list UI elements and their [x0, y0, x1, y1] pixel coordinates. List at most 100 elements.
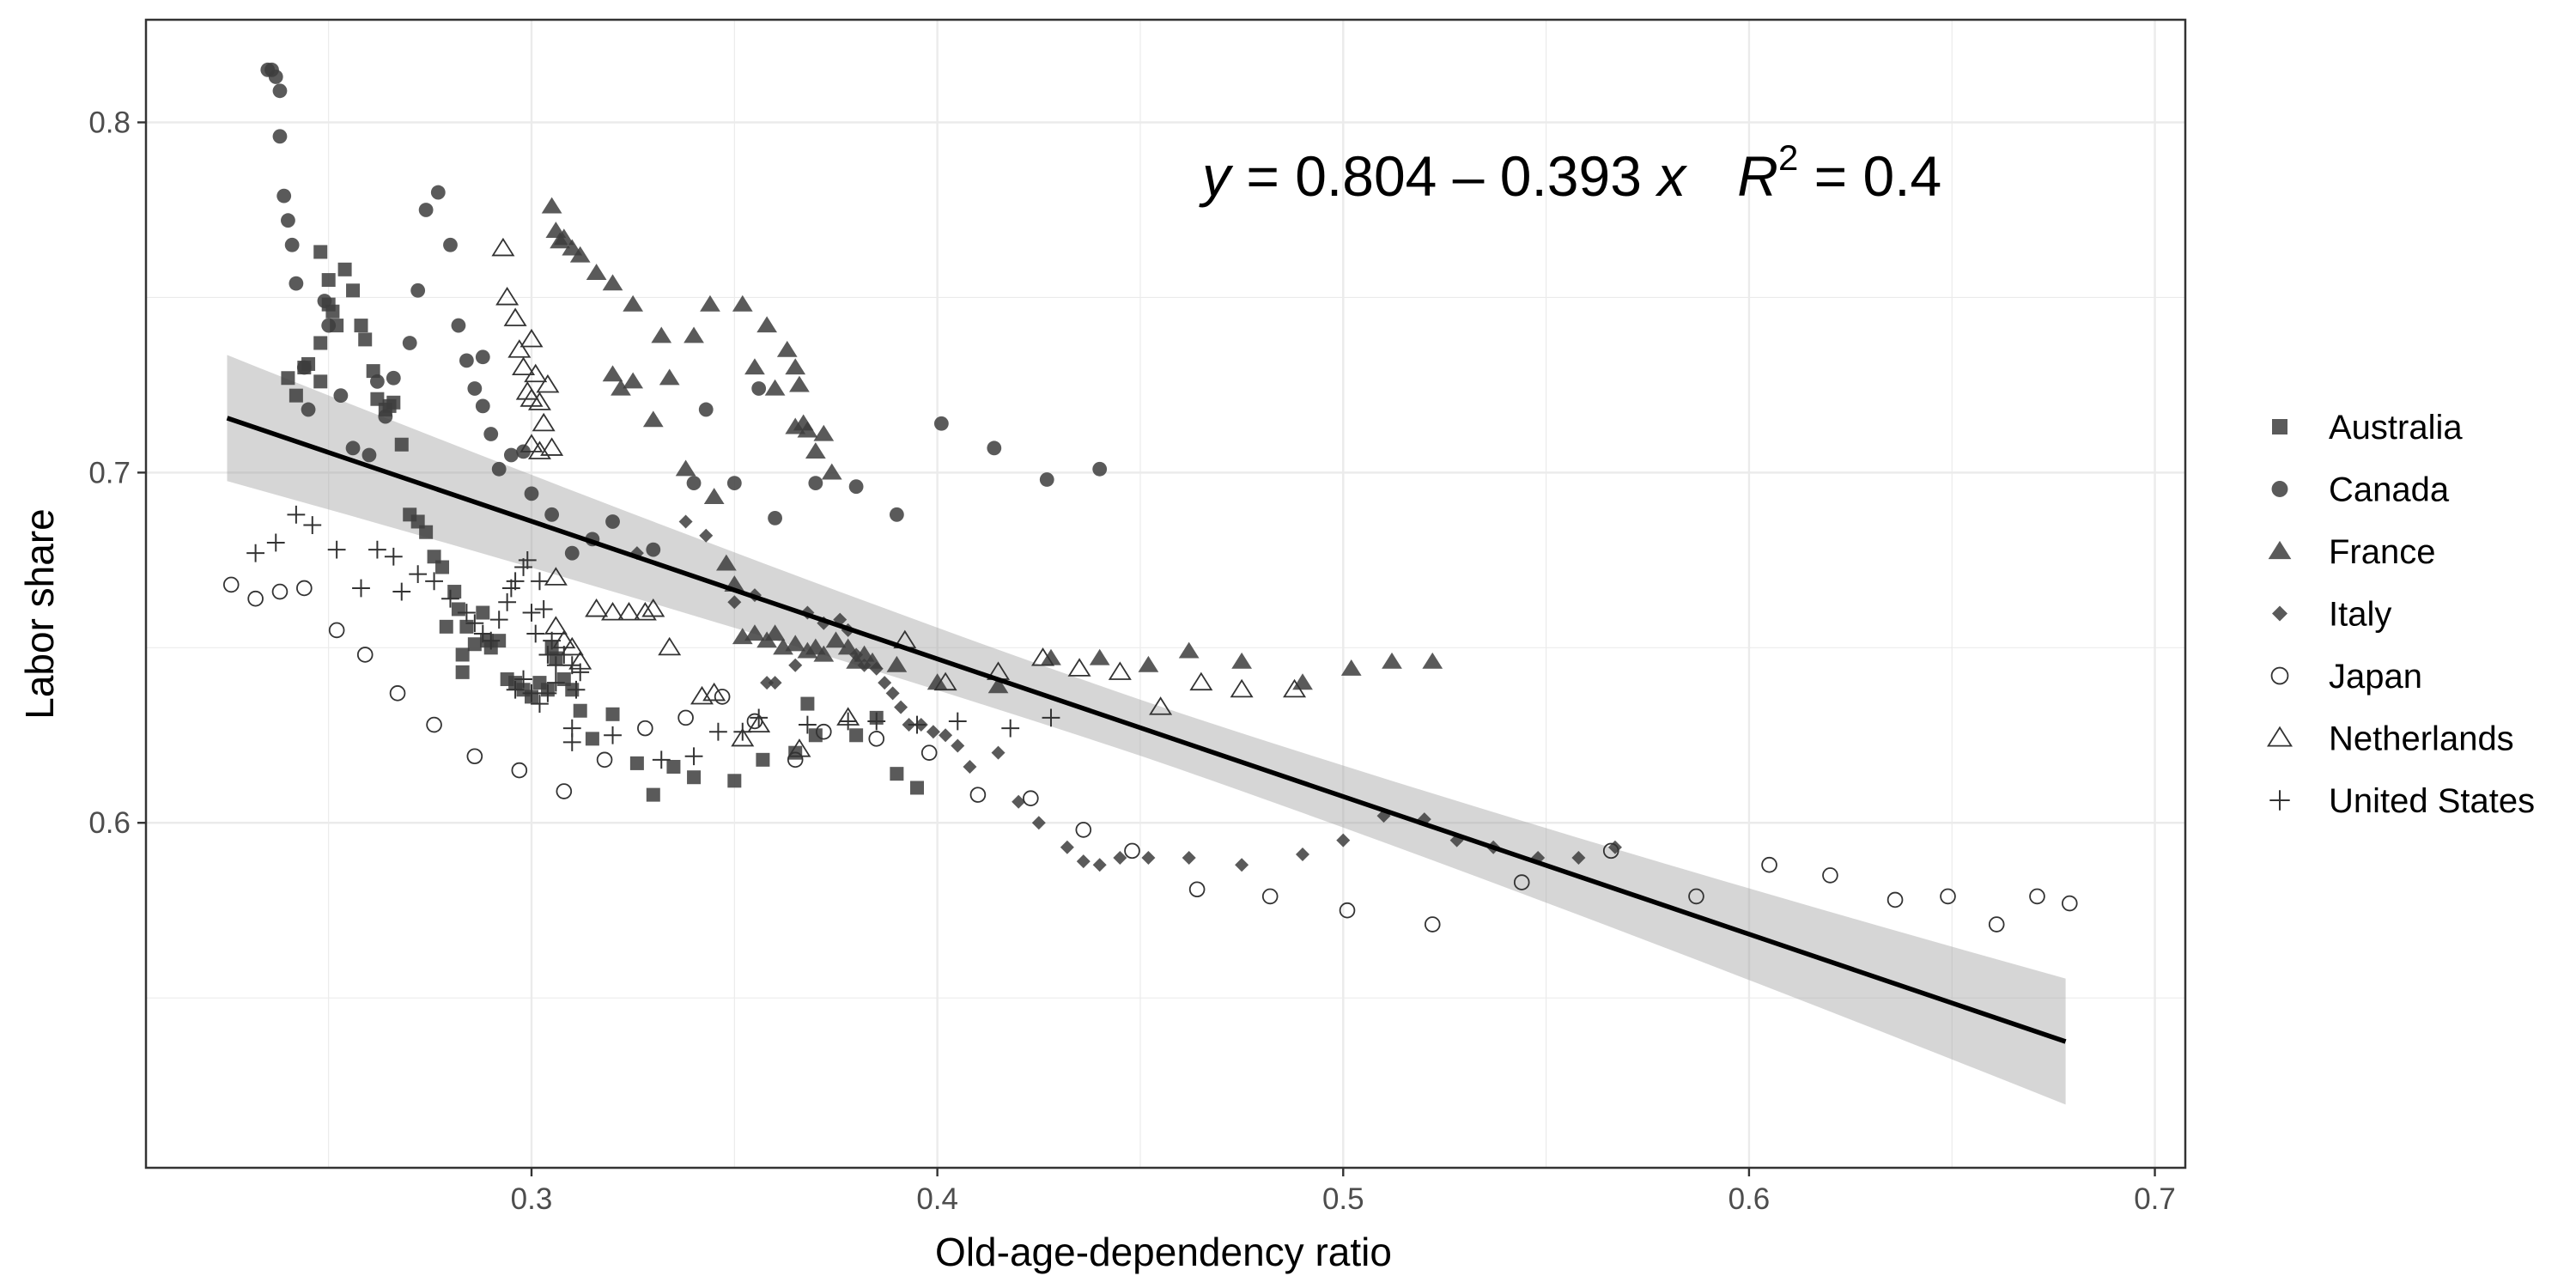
data-point: [652, 750, 671, 769]
y-tick-label: 0.8: [88, 106, 131, 140]
data-point: [837, 638, 859, 655]
data-point: [646, 542, 661, 557]
data-point: [296, 580, 313, 597]
data-point: [1138, 655, 1159, 672]
data-point: [531, 572, 549, 591]
data-point: [785, 358, 806, 375]
y-tick-label: 0.6: [88, 806, 131, 840]
data-point: [451, 318, 466, 333]
data-point: [732, 295, 753, 312]
data-point: [281, 371, 295, 386]
data-point: [289, 276, 304, 291]
series-united-states: [246, 505, 1060, 769]
legend-label: Italy: [2329, 596, 2391, 634]
data-point: [805, 442, 826, 459]
data-point: [1231, 652, 1252, 669]
data-point: [1230, 678, 1254, 698]
data-point: [514, 670, 532, 689]
data-point: [629, 756, 644, 770]
data-point: [301, 402, 316, 417]
data-point: [678, 514, 693, 529]
data-point: [268, 70, 283, 84]
data-point: [506, 680, 525, 699]
data-point: [1092, 858, 1107, 872]
data-point: [987, 677, 1009, 694]
data-point: [1235, 858, 1249, 872]
data-point: [637, 720, 653, 737]
data-point: [787, 751, 804, 769]
data-point: [659, 368, 680, 386]
data-point: [1023, 790, 1039, 806]
data-point: [2061, 895, 2078, 912]
data-point: [623, 295, 644, 312]
data-point: [544, 507, 560, 522]
data-point: [969, 787, 987, 803]
x-tick-label: 0.7: [2134, 1182, 2176, 1216]
data-point: [321, 273, 336, 288]
data-point: [567, 680, 586, 699]
data-point: [534, 600, 553, 618]
x-tick-label: 0.4: [916, 1182, 958, 1216]
data-point: [519, 434, 544, 453]
series-japan: [222, 576, 2078, 933]
data-point: [524, 486, 539, 501]
legend-key-circle: [2271, 481, 2288, 497]
plot-panel-border: [144, 18, 2187, 1170]
data-point: [522, 683, 541, 702]
data-point: [1761, 856, 1777, 873]
legend-item: France: [2268, 533, 2436, 571]
data-point: [684, 747, 703, 766]
data-point: [313, 245, 328, 259]
data-point: [764, 624, 786, 641]
data-point: [498, 592, 517, 611]
data-point: [760, 676, 775, 690]
legend-key-open-triangle: [2267, 726, 2293, 747]
legend-label: Australia: [2329, 409, 2463, 447]
data-point: [451, 602, 465, 617]
data-point: [337, 262, 352, 276]
data-point: [744, 358, 765, 375]
data-point: [585, 732, 599, 746]
data-point: [789, 375, 810, 392]
data-point: [1149, 696, 1173, 715]
data-point: [1012, 794, 1026, 809]
data-point: [409, 565, 428, 584]
data-point: [1188, 881, 1206, 898]
data-point: [585, 598, 609, 617]
data-point: [798, 715, 817, 734]
data-point: [785, 417, 806, 434]
data-point: [345, 440, 361, 456]
data-point: [524, 363, 548, 383]
data-point: [747, 714, 771, 733]
legend-label: Canada: [2329, 471, 2450, 509]
data-point: [394, 437, 409, 452]
data-point: [731, 727, 755, 747]
data-point: [1042, 708, 1060, 727]
data-point: [939, 728, 953, 743]
data-point: [354, 319, 368, 333]
legend-key-square: [2272, 419, 2287, 434]
data-point: [813, 424, 835, 441]
data-point: [384, 547, 403, 566]
data-point: [272, 83, 288, 99]
data-point: [808, 476, 823, 491]
data-point: [569, 246, 591, 263]
data-point: [951, 738, 965, 753]
data-point: [289, 388, 303, 403]
data-point: [1067, 658, 1091, 677]
data-point: [894, 700, 908, 714]
data-point: [714, 689, 731, 705]
data-point: [246, 544, 265, 562]
data-point: [459, 619, 474, 634]
data-point: [756, 316, 778, 333]
data-point: [247, 590, 264, 607]
data-point: [1424, 916, 1441, 933]
data-point: [699, 528, 714, 543]
data-point: [532, 412, 556, 432]
legend-key-diamond: [2272, 605, 2287, 622]
data-point: [839, 712, 858, 731]
data-point: [389, 685, 406, 702]
data-point: [346, 283, 361, 298]
data-point: [788, 658, 803, 672]
data-point: [698, 402, 714, 417]
